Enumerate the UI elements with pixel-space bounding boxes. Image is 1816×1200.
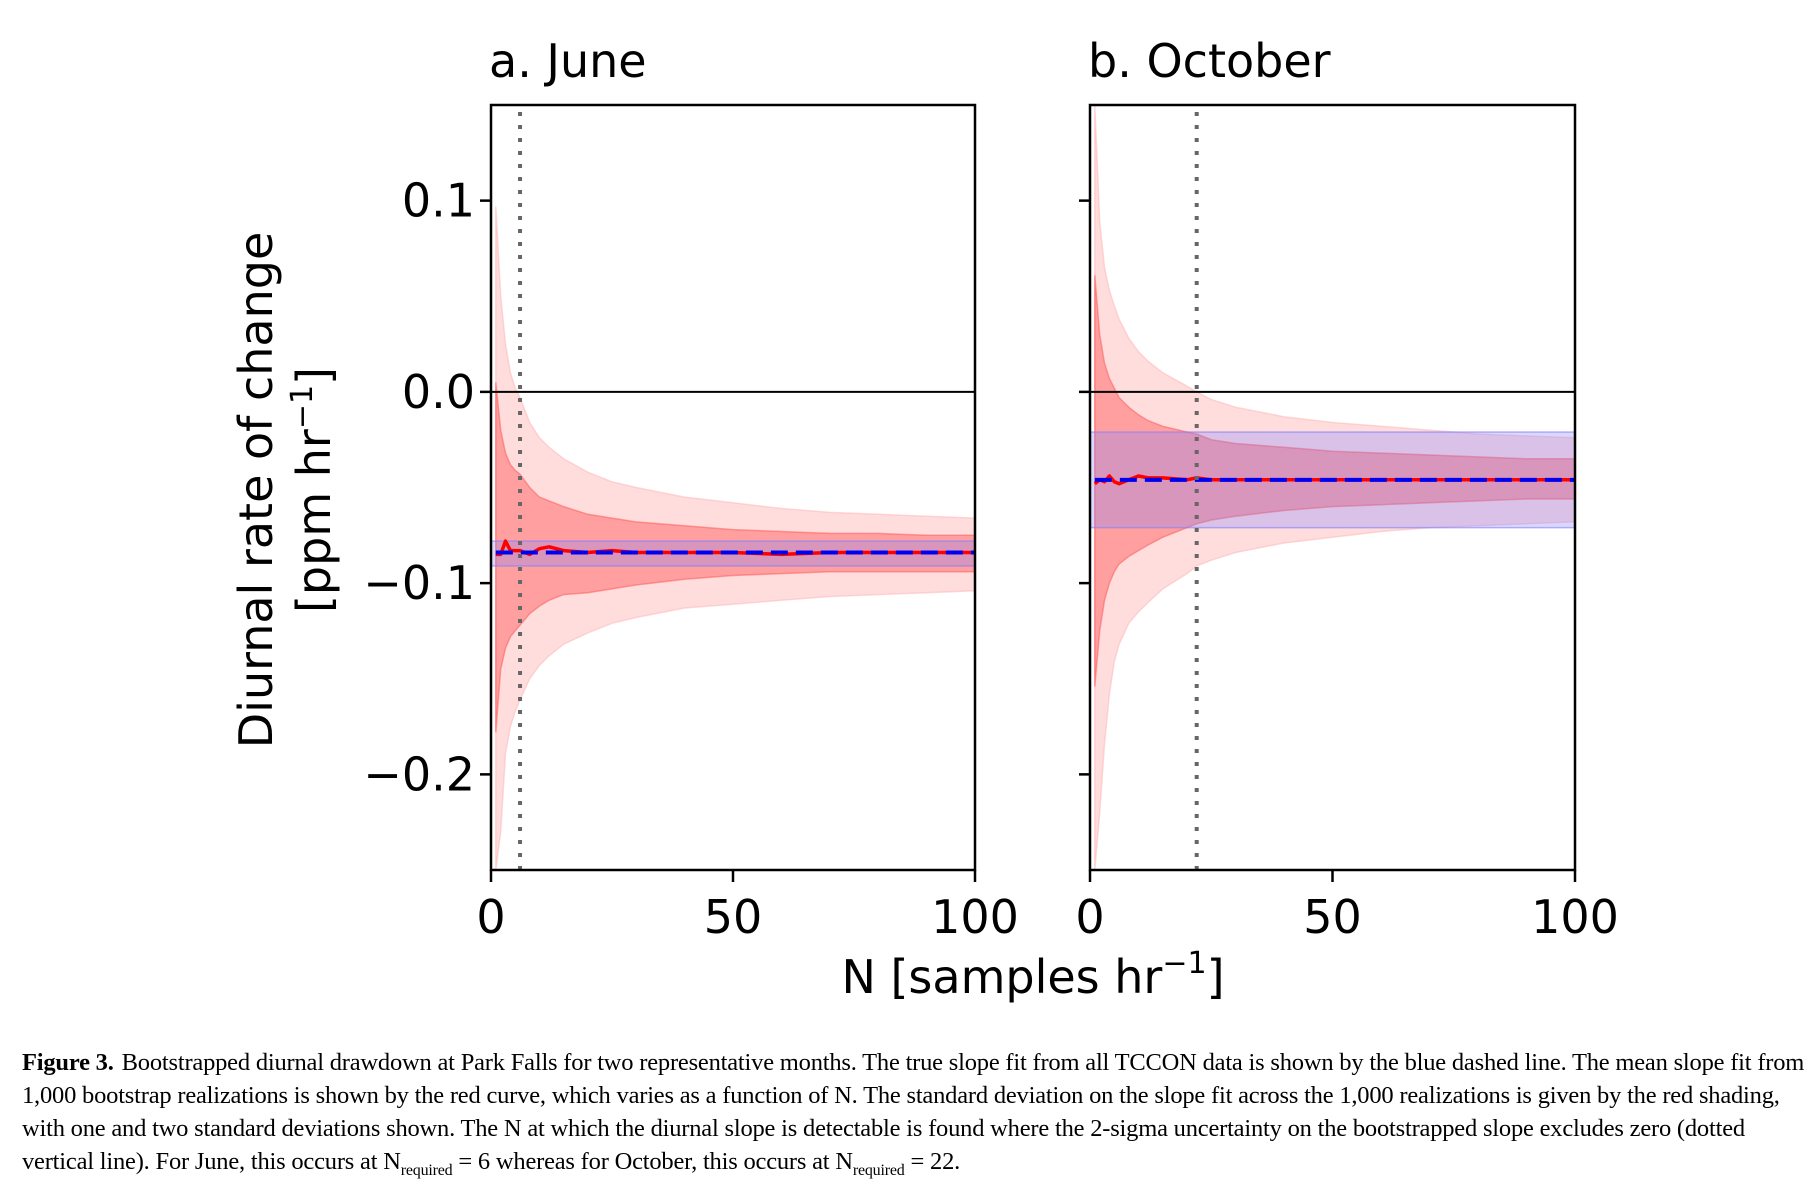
x-tick-label: 50	[704, 890, 763, 944]
x-tick-label: 100	[931, 890, 1019, 944]
y-axis-label-bracket: ]	[287, 367, 341, 385]
x-axis-label-superscript: −1	[1162, 946, 1206, 981]
x-axis-label-text: N [samples hr	[841, 950, 1162, 1004]
x-axis-label-bracket: ]	[1207, 950, 1225, 1004]
plot-area	[1090, 105, 1575, 870]
chart-svg: 0.1 0.0 −0.1 −0.2 0 50 100 a. June 0 50 100 b. Oct…	[229, 34, 1619, 1004]
y-axis-label-line1: Diurnal rate of change	[229, 232, 283, 749]
x-tick-label: 0	[476, 890, 505, 944]
caption-subscript-2: required	[852, 1162, 905, 1179]
panel-october: 0 50 100 b. October	[1075, 34, 1619, 944]
figure-caption: Figure 3. Bootstrapped diurnal drawdown a…	[22, 1046, 1812, 1179]
caption-text-end: = 22.	[904, 1148, 961, 1175]
caption-subscript-1: required	[400, 1162, 453, 1179]
y-tick-label: 0.1	[402, 174, 475, 228]
y-tick-label: 0.0	[402, 365, 475, 419]
y-axis-label-superscript: −1	[285, 385, 320, 429]
x-tick-label: 0	[1075, 890, 1104, 944]
caption-figure-label: Figure 3.	[22, 1049, 114, 1076]
figure: 0.1 0.0 −0.1 −0.2 0 50 100 a. June 0 50 100 b. Oct…	[229, 34, 1619, 1004]
panel-title: b. October	[1088, 34, 1331, 88]
panel-june: 0.1 0.0 −0.1 −0.2 0 50 100 a. June	[363, 34, 1019, 944]
plot-area	[491, 112, 975, 870]
x-tick-label: 100	[1531, 890, 1619, 944]
y-axis-label-unit: [ppm hr	[287, 429, 341, 613]
shared-labels: Diurnal rate of change [ppm hr−1] N [sam…	[229, 232, 1225, 1004]
y-axis-label-line2: [ppm hr−1]	[285, 367, 341, 613]
x-axis-label: N [samples hr−1]	[841, 946, 1224, 1004]
y-tick-label: −0.2	[363, 747, 475, 801]
panel-title: a. June	[489, 34, 647, 88]
caption-text-middle: = 6 whereas for October, this occurs at …	[452, 1148, 853, 1175]
caption-text: Bootstrapped diurnal drawdown at Park Fa…	[22, 1049, 1805, 1175]
y-tick-label: −0.1	[363, 556, 475, 610]
x-tick-label: 50	[1303, 890, 1362, 944]
one-sigma-band	[495, 382, 975, 733]
